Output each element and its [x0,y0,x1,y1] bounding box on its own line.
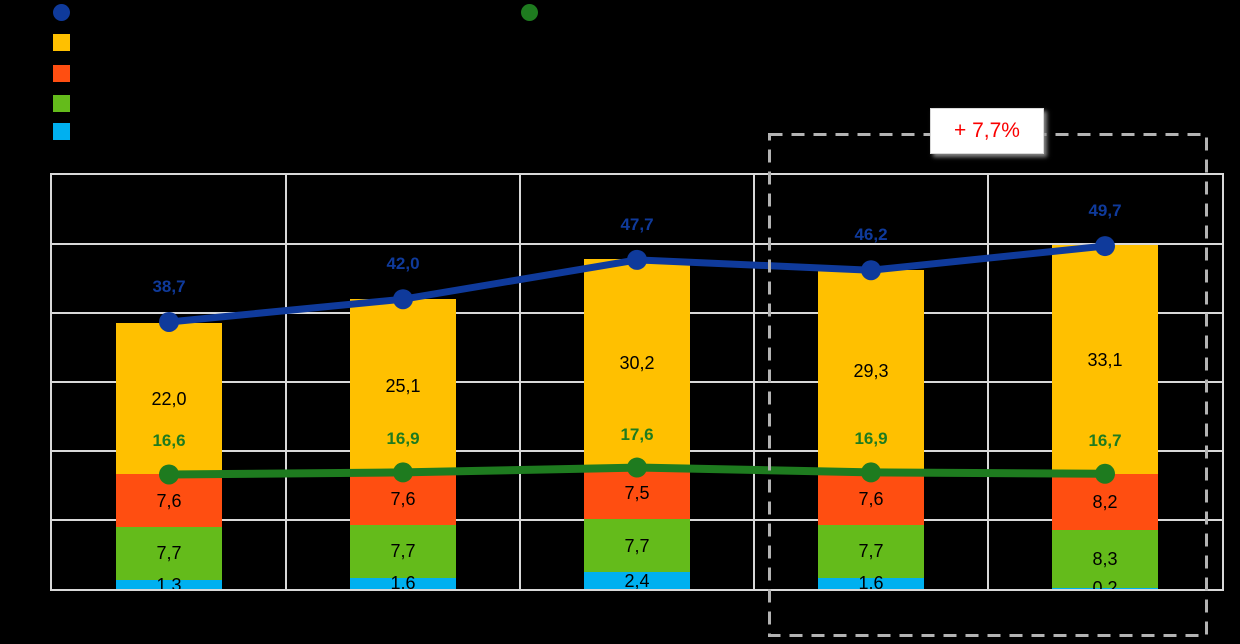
total-line-value-label: 46,2 [854,225,888,245]
subtotal-line-value-label: 17,6 [620,424,654,444]
segment-value-label: 1,6 [390,573,416,591]
segment-value-label: 8,2 [1092,492,1118,513]
total-line-point [1095,236,1115,257]
line-series-layer [159,236,1115,485]
segment-value-label: 7,6 [390,488,416,509]
bar-segment-green-segment [350,524,456,578]
segment-value-label: 7,7 [156,543,182,564]
total-line-point [627,249,647,270]
bar-segment-amber-segment [116,322,222,475]
legend-marker-cyan-segment [53,123,70,140]
segment-value-label: 33,1 [1087,349,1123,370]
growth-annotation-box: + 7,7% [930,108,1044,154]
subtotal-line-point [159,464,179,485]
subtotal-line-point [1095,463,1115,484]
total-line-point [861,260,881,281]
segment-value-label: 8,3 [1092,548,1118,569]
segment-value-label: 7,7 [858,541,884,562]
bar-segment-amber-segment [584,259,690,468]
bar-segment-cyan-segment [584,572,690,589]
legend-marker-orange-segment [53,65,70,82]
segment-value-label: 7,6 [156,490,182,511]
segment-value-label: 7,7 [390,541,416,562]
segment-value-label: 29,3 [853,361,889,382]
subtotal-line-value-label: 16,6 [152,431,186,451]
subtotal-line-value-label: 16,9 [854,429,888,449]
gridline-horizontal [52,243,1222,245]
legend-marker-total-line [53,4,70,21]
total-line-value-label: 42,0 [386,254,420,274]
bar-segment-green-segment [584,519,690,573]
segment-value-label: 22,0 [151,388,187,409]
legend-marker-amber-segment [53,34,70,51]
growth-annotation-label: + 7,7% [954,119,1020,142]
total-line-value-label: 49,7 [1088,201,1122,221]
segment-value-label: 7,7 [624,535,650,556]
subtotal-line-point [393,462,413,483]
legend-marker-subtotal-line [521,4,538,21]
segment-value-label: 25,1 [385,375,421,396]
segment-value-label: 1,6 [858,573,884,591]
subtotal-line-point [861,462,881,483]
subtotal-line-value-label: 16,7 [1088,430,1122,450]
subtotal-line-point [627,457,647,478]
plot-area: 1,3 7,7 7,6 22,0 1,6 7,7 7,6 25,1 2,4 7,7 7,5 30,2 1… [50,173,1224,591]
bar-segment-amber-segment [350,299,456,473]
subtotal-line-value-label: 16,9 [386,429,420,449]
segment-value-label: 7,5 [624,483,650,504]
total-line-value-label: 47,7 [620,214,654,234]
segment-value-label: 0,2 [1092,578,1118,591]
bar-segment-cyan-segment [116,580,222,589]
total-line-point [159,311,179,332]
bar-segment-green-segment [116,526,222,581]
legend-marker-green-segment [53,95,70,112]
total-line-value-label: 38,7 [152,276,186,296]
bar-segment-cyan-segment [350,577,456,589]
segment-value-label: 2,4 [624,570,650,591]
total-line-point [393,289,413,310]
segment-value-label: 7,6 [858,488,884,509]
segment-value-label: 1,3 [156,574,182,591]
segment-value-label: 30,2 [619,353,655,374]
